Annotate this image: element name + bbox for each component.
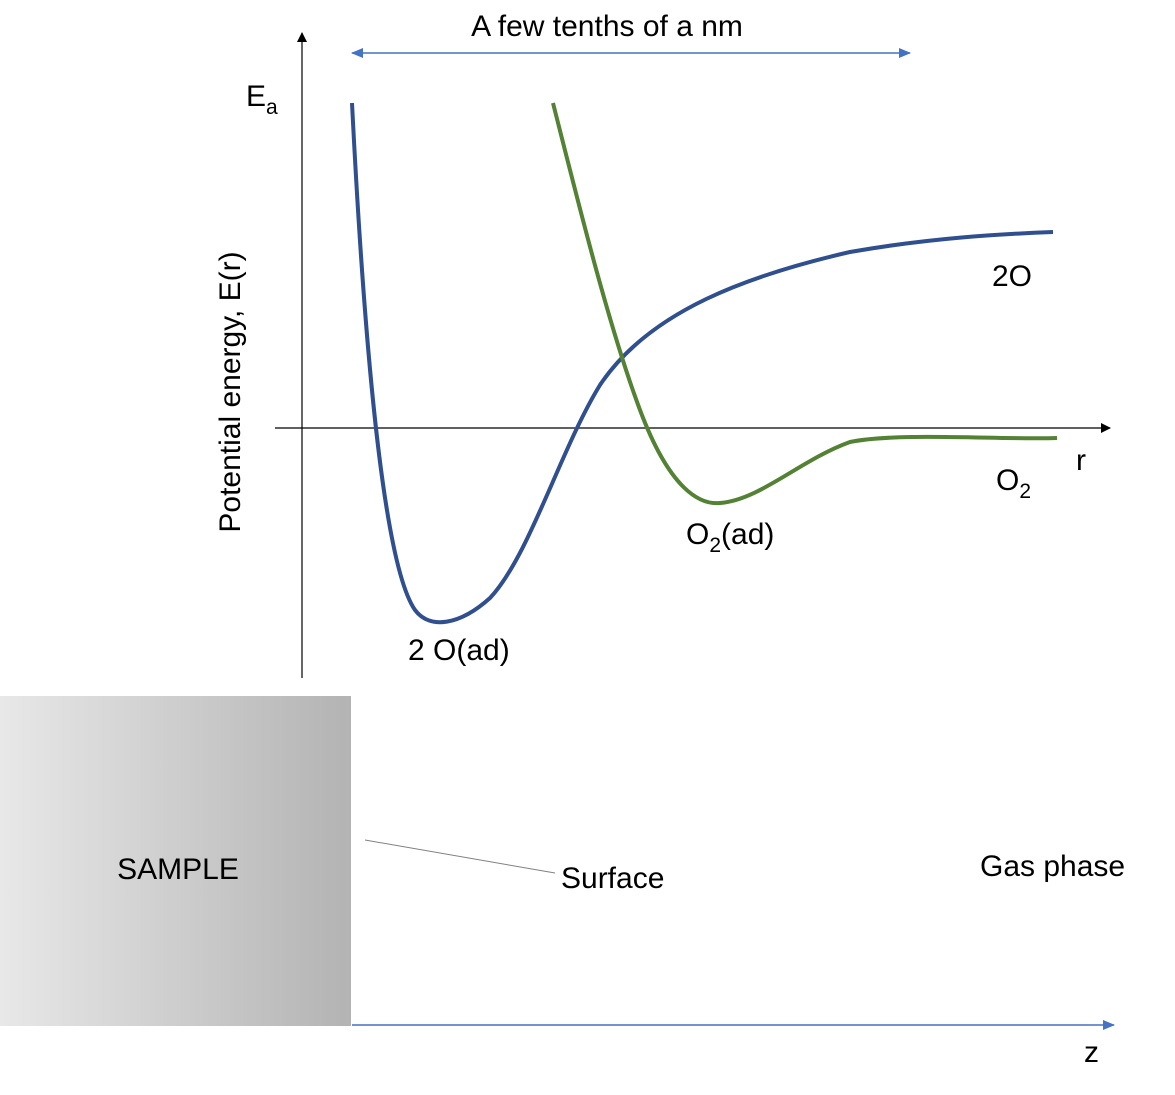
sample-block: [0, 696, 351, 1026]
sample-label: SAMPLE: [117, 853, 239, 886]
curve-label-base: O: [996, 464, 1019, 497]
surface-label: Surface: [561, 862, 664, 895]
activation-base: E: [246, 80, 266, 113]
gas-phase-label: Gas phase: [980, 850, 1125, 883]
minimum-label-sub: 2: [709, 534, 721, 557]
minimum-label-rest: (ad): [721, 518, 774, 551]
minimum-label: 2 O(ad): [408, 634, 510, 667]
span-label: A few tenths of a nm: [471, 10, 743, 43]
curve-label-sub: 2: [1019, 480, 1031, 503]
y-axis-label: Potential energy, E(r): [214, 251, 247, 532]
curve-label: 2O: [992, 260, 1032, 293]
surface-pointer: [364, 839, 556, 874]
r-axis-label: r: [1076, 444, 1086, 477]
activation-label: Ea: [246, 80, 278, 119]
z-axis-label: z: [1084, 1036, 1099, 1069]
atomic-curve: [350, 102, 1054, 625]
activation-sub: a: [266, 96, 278, 119]
curve-label: O2: [996, 464, 1031, 503]
minimum-label-base: O: [686, 518, 709, 551]
minimum-label: O2(ad): [686, 518, 774, 557]
molecular-curve: [551, 102, 1058, 506]
